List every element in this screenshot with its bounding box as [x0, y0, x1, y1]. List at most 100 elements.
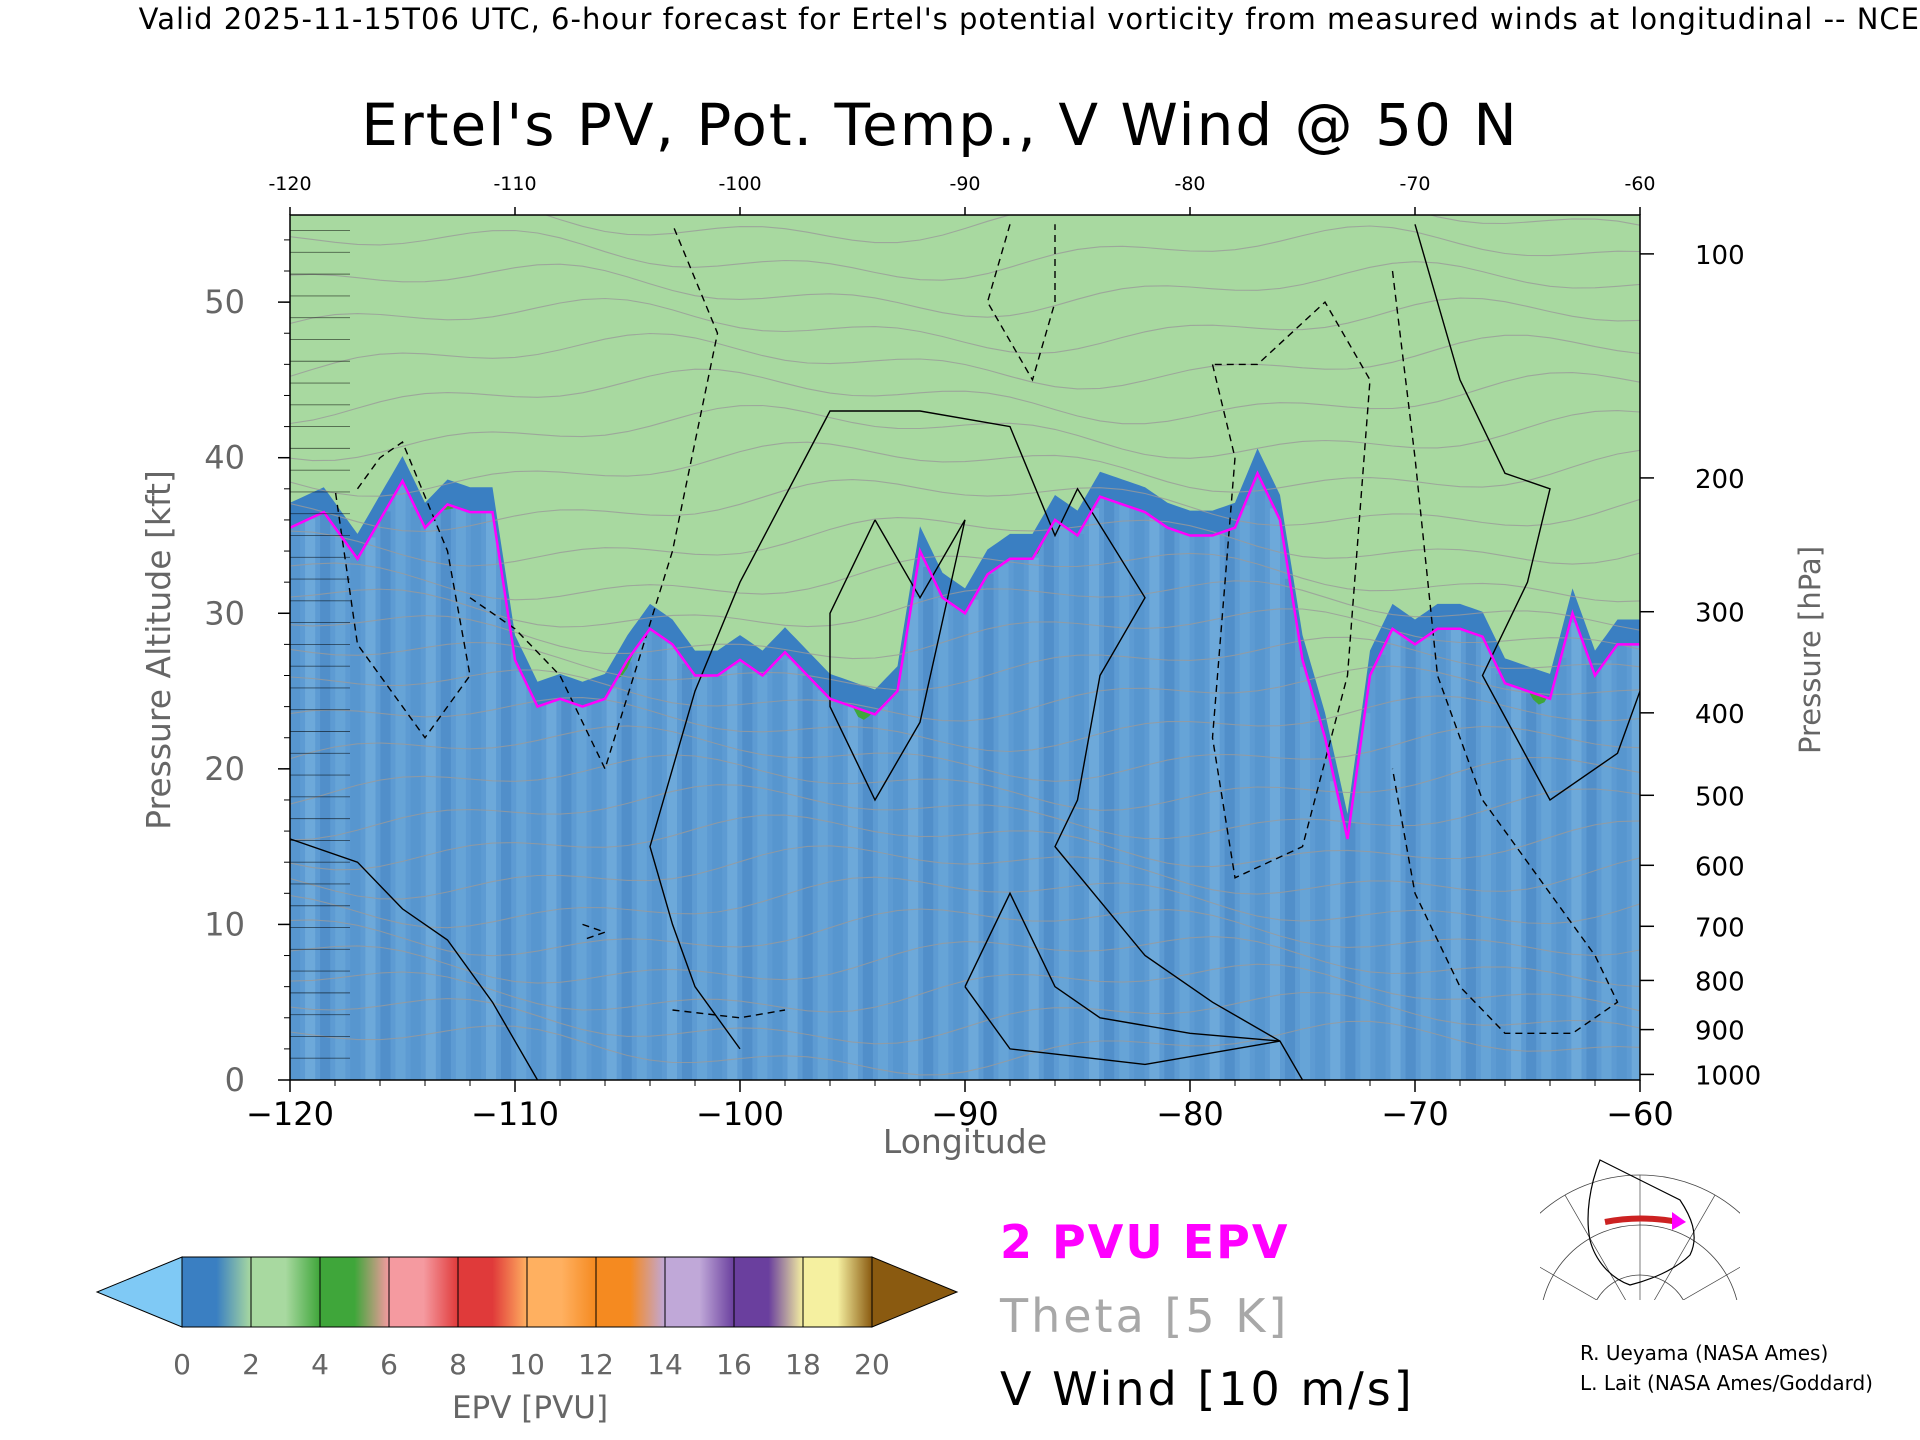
troposphere-streak	[847, 706, 858, 1080]
troposphere-streak	[1073, 533, 1085, 1080]
troposphere-streak	[350, 555, 361, 1080]
theta-line	[290, 404, 1640, 462]
theta-line	[290, 636, 1640, 691]
colorbar-tick-label: 14	[647, 1348, 683, 1381]
theta-line	[290, 814, 1640, 871]
colorbar-tick-label: 2	[242, 1348, 260, 1381]
x-tick-label: −110	[471, 1095, 559, 1133]
theta-line	[290, 845, 1640, 900]
theta-line	[290, 608, 1640, 660]
troposphere-streak	[712, 675, 723, 1080]
x-top-tick-label: -120	[268, 173, 311, 195]
troposphere-streak	[1390, 630, 1401, 1080]
troposphere-streak	[1601, 660, 1612, 1080]
pressure-tick-label: 200	[1695, 465, 1745, 495]
theta-line	[290, 963, 1640, 1013]
troposphere-streak	[636, 640, 647, 1080]
x-top-tick-label: -110	[493, 173, 536, 195]
inset-meridian	[1564, 1194, 1626, 1300]
theta-line	[290, 225, 1640, 281]
troposphere-streak	[1315, 719, 1326, 1080]
y-axis-label: Pressure Altitude [kft]	[139, 470, 178, 830]
credit-1: R. Ueyama (NASA Ames)	[1580, 1341, 1828, 1365]
x-tick-label: −90	[931, 1095, 999, 1133]
troposphere-streak	[485, 512, 497, 1080]
x-axis-label: Longitude	[883, 1122, 1047, 1161]
troposphere-streak	[1571, 622, 1582, 1080]
y-tick-label: 30	[204, 594, 245, 632]
troposphere-streak	[1511, 686, 1522, 1080]
inset-marker	[1672, 1212, 1686, 1230]
troposphere-streak	[1420, 637, 1431, 1080]
troposphere-streak	[365, 537, 376, 1080]
troposphere-streak	[1375, 654, 1386, 1080]
pressure-tick-label: 800	[1695, 967, 1745, 997]
troposphere-streak	[1284, 578, 1296, 1080]
legend: 2 PVU EPV Theta [5 K] V Wind [10 m/s]	[999, 1215, 1412, 1416]
inset-meridian	[1654, 1194, 1716, 1300]
troposphere-streak	[1345, 822, 1356, 1080]
troposphere-streak	[772, 660, 783, 1080]
v-wind-line	[1211, 300, 1371, 879]
theta-line	[290, 876, 1640, 929]
colorbar-tick-label: 4	[311, 1348, 329, 1381]
troposphere-streak	[410, 507, 421, 1080]
theta-line	[290, 368, 1640, 425]
theta-line	[290, 479, 1640, 533]
x-tick-label: −120	[246, 1095, 334, 1133]
troposphere-streak	[425, 522, 436, 1080]
troposphere-streak	[606, 688, 617, 1080]
troposphere-streak	[968, 599, 979, 1080]
header-text: Valid 2025-11-15T06 UTC, 6-hour forecast…	[138, 2, 1920, 36]
troposphere-streak	[893, 691, 904, 1080]
colorbar-segment	[457, 1256, 528, 1328]
colorbar-tick-label: 0	[173, 1348, 191, 1381]
plot-area	[290, 215, 1640, 1080]
epv-field	[290, 215, 1640, 1080]
troposphere-streak	[908, 597, 919, 1080]
troposphere-streak	[335, 534, 346, 1080]
troposphere-streak	[440, 506, 451, 1080]
troposphere-streak	[1013, 558, 1024, 1080]
v-wind-line	[1391, 270, 1619, 1034]
v-wind-line	[829, 519, 966, 802]
epv-band	[290, 215, 1640, 839]
troposphere-streak	[1194, 535, 1205, 1080]
troposphere-streak	[1450, 628, 1461, 1080]
troposphere-streak	[1179, 533, 1190, 1080]
troposphere-streak	[1631, 644, 1640, 1080]
colorbar-segment	[181, 1256, 252, 1328]
troposphere-streak	[757, 675, 768, 1080]
theta-line	[290, 695, 1640, 753]
troposphere-streak	[1360, 713, 1371, 1080]
troposphere-streak	[998, 563, 1009, 1080]
pressure-tick-label: 500	[1695, 782, 1745, 812]
troposphere-streak	[1134, 509, 1145, 1080]
legend-pvu: 2 PVU EPV	[1000, 1215, 1289, 1269]
troposphere-streak	[938, 597, 949, 1080]
pressure-tick-label: 300	[1695, 599, 1745, 629]
troposphere-streak	[1088, 507, 1100, 1080]
colorbar-segment	[664, 1256, 735, 1328]
y-tick-label: 0	[225, 1061, 245, 1099]
troposphere-streak	[1028, 557, 1039, 1080]
inset-meridian	[1540, 1266, 1598, 1300]
troposphere-streak	[1330, 781, 1341, 1080]
troposphere-streak	[651, 633, 662, 1080]
troposphere-streak	[1224, 529, 1235, 1080]
pressure-tick-label: 900	[1695, 1017, 1745, 1047]
theta-line	[290, 725, 1640, 782]
colorbar-tick-label: 20	[854, 1348, 890, 1381]
troposphere-streak	[697, 675, 708, 1080]
troposphere-streak	[953, 608, 964, 1080]
troposphere-streak	[380, 511, 391, 1080]
troposphere-streak	[1405, 640, 1416, 1080]
colorbar-over-arrow	[871, 1256, 959, 1328]
v-wind-line	[986, 224, 1056, 382]
theta-line	[290, 936, 1640, 988]
troposphere-streak	[531, 702, 542, 1080]
colorbar-segment	[388, 1256, 459, 1328]
y-tick-label: 50	[204, 283, 245, 321]
colorbar-segment	[319, 1256, 390, 1328]
v-wind-line	[334, 441, 471, 739]
